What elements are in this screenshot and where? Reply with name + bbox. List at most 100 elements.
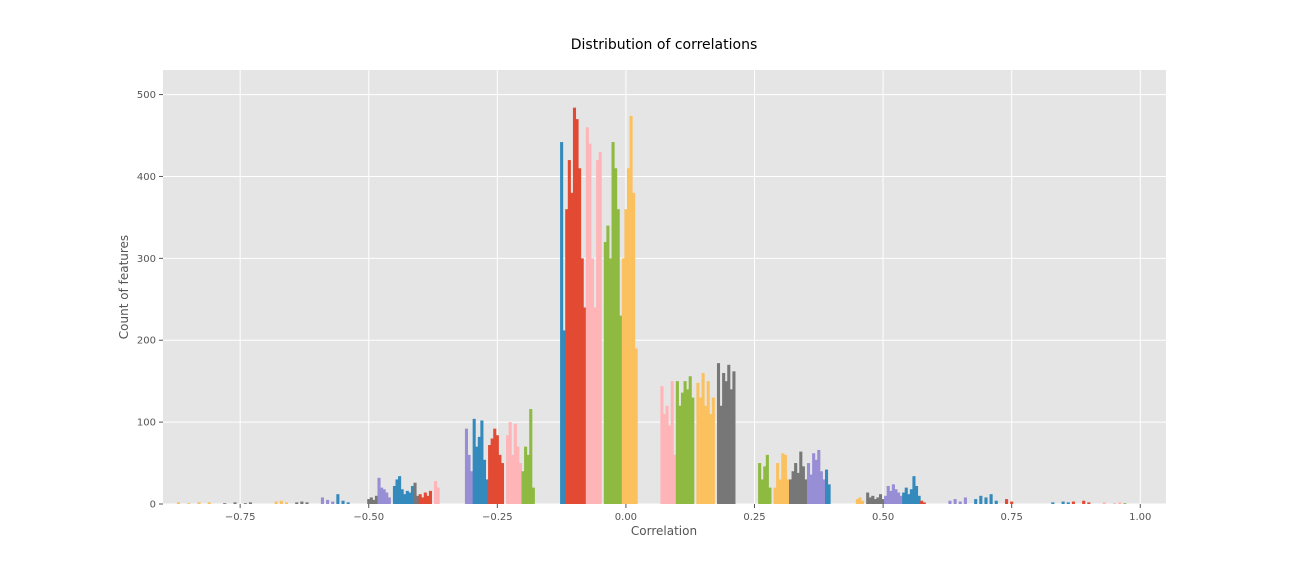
histogram-bar <box>596 160 600 504</box>
x-tick-label: 0.75 <box>1001 512 1023 523</box>
histogram-bar <box>706 381 710 504</box>
histogram-bar <box>575 119 579 504</box>
histogram-bar <box>207 502 211 504</box>
histogram-bar <box>187 503 191 504</box>
histogram-bar <box>1061 501 1065 504</box>
histogram-bar <box>819 471 823 504</box>
histogram-bar <box>565 209 569 504</box>
histogram-bar <box>868 497 872 504</box>
histogram-bar <box>524 446 528 504</box>
histogram-bar <box>724 381 728 504</box>
histogram-bar <box>570 192 574 504</box>
histogram-bar <box>894 489 898 504</box>
chart-title: Distribution of correlations <box>571 37 757 53</box>
x-tick-label: −0.25 <box>482 512 513 523</box>
x-tick-label: 1.00 <box>1129 512 1151 523</box>
bars <box>176 107 1127 505</box>
histogram-bar <box>678 405 682 504</box>
histogram-bar <box>434 481 438 504</box>
histogram-bar <box>889 490 893 504</box>
histogram-bar <box>634 348 638 504</box>
histogram-bar <box>606 225 610 504</box>
histogram-bar <box>1087 502 1091 504</box>
histogram-bar <box>1082 500 1086 504</box>
histogram-bar <box>902 492 906 504</box>
histogram-bar <box>958 501 962 504</box>
histogram-bar <box>508 422 512 504</box>
histogram-bar <box>588 143 592 504</box>
histogram-bar <box>716 363 721 504</box>
histogram-bar <box>904 487 908 504</box>
histogram-bar <box>480 420 484 504</box>
histogram-bar <box>526 454 530 504</box>
y-tick-label: 0 <box>150 500 156 511</box>
histogram-bar <box>590 258 595 504</box>
histogram-bar <box>776 463 780 504</box>
histogram-bar <box>470 471 474 504</box>
histogram-bar <box>722 372 726 504</box>
histogram-bar <box>886 485 890 504</box>
histogram-bar <box>410 485 415 504</box>
histogram-bar <box>1113 503 1117 504</box>
histogram-bar <box>809 474 813 504</box>
histogram-bar <box>1005 499 1009 504</box>
histogram-bar <box>326 499 330 504</box>
histogram-bar <box>608 258 613 504</box>
x-tick-label: 0.00 <box>615 512 637 523</box>
histogram-bar <box>984 497 988 504</box>
histogram-bar <box>704 405 708 504</box>
histogram-bar <box>1066 502 1070 504</box>
histogram-bar <box>791 471 795 504</box>
histogram-bar <box>806 463 811 504</box>
histogram-bar <box>665 405 669 504</box>
histogram-bar <box>531 487 535 504</box>
histogram-bar <box>781 453 785 504</box>
x-tick-label: 0.25 <box>743 512 765 523</box>
histogram-bar <box>498 454 502 504</box>
histogram-bar <box>914 485 919 504</box>
histogram-bar <box>506 435 510 504</box>
histogram-bar <box>632 192 636 504</box>
histogram-bar <box>758 463 762 504</box>
histogram-bar <box>866 492 870 504</box>
histogram-bar <box>765 454 769 504</box>
histogram-bar <box>948 500 952 504</box>
histogram-bar <box>583 307 587 504</box>
histogram-bar <box>855 499 859 504</box>
histogram-bar <box>1123 503 1127 504</box>
histogram-bar <box>673 454 677 504</box>
histogram-bar <box>416 495 420 504</box>
histogram-bar <box>305 502 309 504</box>
histogram-bar <box>377 477 381 504</box>
histogram-bar <box>899 495 903 504</box>
histogram-bar <box>876 497 880 504</box>
histogram-bar <box>860 500 865 504</box>
histogram-bar <box>719 405 723 504</box>
histogram-bar <box>624 209 628 504</box>
histogram-bar <box>197 502 201 504</box>
histogram-bar <box>331 501 335 504</box>
histogram-bar <box>814 459 818 504</box>
histogram-bar <box>804 479 808 504</box>
histogram-bar <box>979 495 983 504</box>
histogram-bar <box>701 372 705 504</box>
histogram-bar <box>495 435 499 504</box>
histogram-bar <box>516 446 520 504</box>
histogram-bar <box>619 315 623 504</box>
histogram-bar <box>467 454 471 504</box>
histogram-bar <box>475 446 479 504</box>
histogram-bar <box>485 479 489 504</box>
histogram-bar <box>788 479 793 504</box>
y-tick-label: 100 <box>137 418 156 429</box>
histogram-bar <box>760 479 764 504</box>
histogram-bar <box>380 487 384 504</box>
x-tick-label: 0.50 <box>872 512 894 523</box>
histogram-bar <box>974 499 978 504</box>
histogram-bar <box>176 502 180 504</box>
histogram-bar <box>668 425 672 504</box>
histogram-bar <box>884 495 888 504</box>
histogram-bar <box>621 258 625 504</box>
histogram-bar <box>248 502 252 504</box>
histogram-bar <box>727 364 731 504</box>
histogram-bar <box>907 494 911 504</box>
